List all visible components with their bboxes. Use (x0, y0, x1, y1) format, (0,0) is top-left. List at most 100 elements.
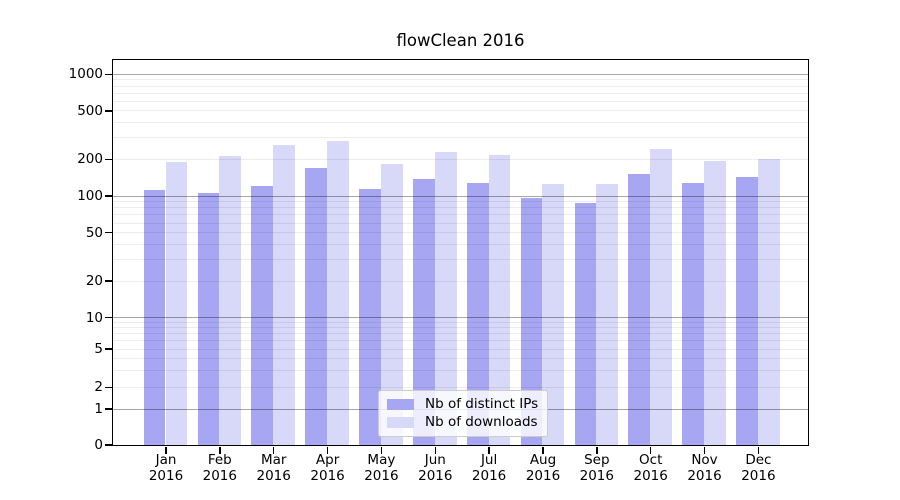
x-tick-label-month: Jan (155, 452, 177, 468)
bar-downloads-dec (757, 158, 780, 445)
chart-title: flowClean 2016 (396, 31, 525, 50)
x-tick-label: Jan 2016 (135, 452, 197, 484)
x-tick-label: Nov 2016 (674, 452, 736, 484)
bar-ips-jan (143, 189, 166, 445)
y-tick (105, 348, 112, 350)
gridline-minor (112, 357, 808, 359)
bar-ips-nov (682, 182, 704, 445)
legend-swatch-downloads (387, 416, 414, 428)
x-tick-label-month: Oct (639, 452, 663, 468)
x-tick-label-month: Apr (315, 452, 340, 468)
bar-ips-feb (197, 193, 220, 445)
x-tick-label-month: Mar (260, 452, 287, 468)
gridline-minor (112, 79, 808, 81)
y-tick-label: 1 (94, 401, 103, 417)
bar-ips-sep (574, 202, 597, 445)
x-tick (649, 446, 652, 454)
gridline-minor (112, 327, 808, 328)
bar-downloads-jul (488, 155, 511, 445)
y-tick-label: 10 (85, 309, 103, 326)
y-tick-label: 5 (94, 341, 103, 357)
gridline-major (112, 195, 808, 197)
bar-downloads-jun (434, 151, 457, 445)
y-tick-label: 50 (85, 224, 103, 241)
gridline-minor (112, 222, 808, 224)
legend-label-downloads: Nb of downloads (425, 414, 538, 430)
x-tick-label: Oct 2016 (620, 452, 682, 484)
x-tick (596, 446, 598, 454)
x-tick-label-month: May (367, 452, 396, 468)
x-tick-label: Jul 2016 (458, 452, 520, 484)
x-tick-label-year: 2016 (364, 467, 399, 484)
x-tick (757, 446, 760, 454)
bar-ips-aug (520, 198, 543, 445)
y-tick (105, 280, 112, 282)
gridline-major (112, 317, 808, 319)
x-tick-label-month: Jun (424, 452, 446, 468)
x-tick-label-month: Sep (584, 452, 610, 468)
x-tick-label-year: 2016 (579, 467, 614, 484)
gridline-minor (112, 207, 808, 209)
x-tick-label: Mar 2016 (243, 452, 305, 484)
gridline-minor (112, 85, 808, 87)
x-tick-label: Jun 2016 (404, 452, 466, 484)
plot-area (111, 58, 809, 446)
x-tick-label-year: 2016 (418, 467, 453, 484)
y-tick-label: 20 (85, 273, 103, 290)
y-tick (105, 110, 112, 112)
y-tick-label: 200 (77, 151, 103, 168)
bar-ips-dec (736, 177, 758, 445)
gridline-major (112, 73, 808, 75)
bars-layer (113, 60, 808, 445)
gridline-minor (112, 280, 808, 282)
y-tick-label: 500 (77, 102, 103, 119)
y-tick-label: 100 (77, 188, 103, 204)
gridline-minor (112, 386, 808, 388)
bar-downloads-nov (704, 160, 726, 445)
x-tick (272, 446, 275, 454)
y-tick (105, 386, 112, 389)
x-tick (488, 446, 490, 454)
legend-swatch-distinct-ips (387, 398, 414, 410)
gridline-minor (112, 158, 808, 160)
x-tick-label-year: 2016 (256, 467, 291, 484)
bar-ips-mar (251, 185, 274, 445)
x-tick (380, 446, 383, 454)
gridline-minor (112, 321, 808, 323)
gridline-minor (112, 100, 808, 102)
gridline-minor (112, 348, 808, 350)
x-tick (165, 446, 167, 454)
x-tick-label-year: 2016 (471, 467, 507, 484)
gridline-minor (112, 333, 808, 335)
gridline-minor (112, 243, 808, 245)
x-tick-label: May 2016 (350, 452, 412, 484)
gridline-minor (112, 232, 808, 234)
x-tick-label: Feb 2016 (189, 452, 251, 484)
x-tick-label: Apr 2016 (297, 452, 359, 484)
bar-ips-jun (412, 178, 435, 445)
x-tick (326, 446, 329, 454)
legend-label-distinct-ips: Nb of distinct IPs (425, 396, 539, 412)
y-tick (105, 408, 112, 410)
legend-entry-downloads: Nb of downloads (387, 413, 538, 431)
bar-ips-jul (466, 182, 489, 445)
gridline-minor (112, 214, 808, 216)
gridline-minor (112, 92, 808, 94)
gridlines-layer (112, 60, 808, 445)
bar-downloads-mar (273, 145, 295, 445)
x-tick-label-year: 2016 (633, 467, 668, 484)
legend-entry-distinct-ips: Nb of distinct IPs (387, 395, 538, 413)
x-tick-label-month: Dec (745, 452, 772, 468)
legend: Nb of distinct IPs Nb of downloads (378, 390, 549, 437)
bar-ips-oct (628, 174, 651, 445)
x-tick-label: Aug 2016 (512, 452, 574, 484)
y-tick-label: 0 (94, 437, 103, 453)
y-tick (105, 444, 112, 446)
gridline-minor (112, 122, 808, 124)
x-tick-label: Sep 2016 (566, 452, 628, 484)
x-tick-label-month: Feb (207, 452, 232, 468)
gridline-minor (112, 369, 808, 371)
x-tick-label-year: 2016 (741, 467, 776, 484)
y-tick-label: 1000 (68, 66, 103, 83)
